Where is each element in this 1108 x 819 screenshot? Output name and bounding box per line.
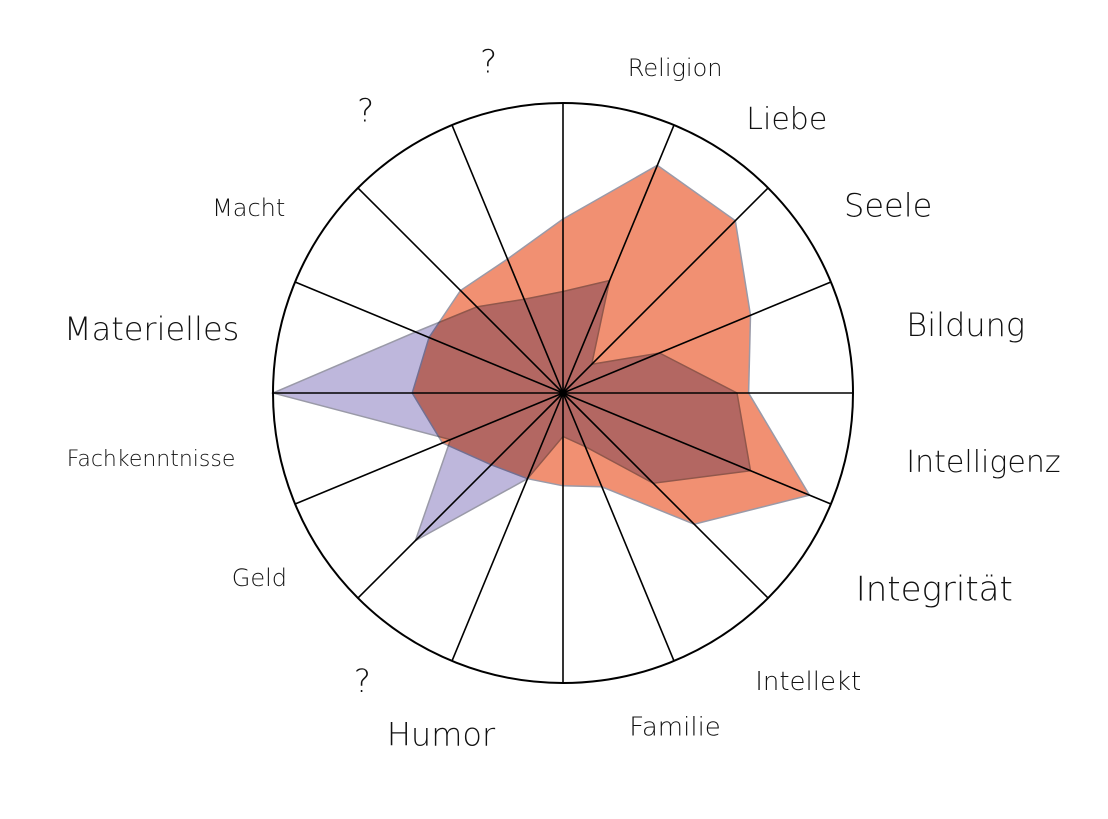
axis-label: Materielles (64, 310, 239, 348)
spoke (294, 392, 564, 505)
axis-label: Familie (629, 713, 721, 743)
axis-label: Seele (844, 186, 932, 224)
spoke (357, 392, 564, 599)
axis-label: Intellekt (755, 667, 861, 697)
spoke (562, 187, 769, 394)
spoke (451, 392, 564, 662)
spoke (562, 392, 769, 599)
axis-label: Fachkenntnisse (67, 447, 236, 472)
spoke (562, 392, 832, 505)
spoke (562, 281, 832, 394)
axis-label: Geld (232, 564, 287, 592)
axis-label: Liebe (746, 102, 827, 137)
axis-label: Bildung (906, 306, 1025, 344)
spoke (357, 187, 564, 394)
axis-label: ? (480, 43, 497, 81)
spoke (294, 281, 564, 394)
axis-label: Intelligenz (906, 445, 1060, 480)
axis-label: Humor (387, 716, 496, 754)
axis-label: Religion (628, 54, 723, 82)
axis-label: Integrität (856, 570, 1013, 610)
axis-label: ? (354, 662, 371, 700)
spoke (451, 124, 564, 394)
axis-label: Macht (212, 194, 285, 222)
axis-label: ? (357, 92, 374, 130)
spoke (562, 124, 675, 394)
spoke (562, 392, 675, 662)
